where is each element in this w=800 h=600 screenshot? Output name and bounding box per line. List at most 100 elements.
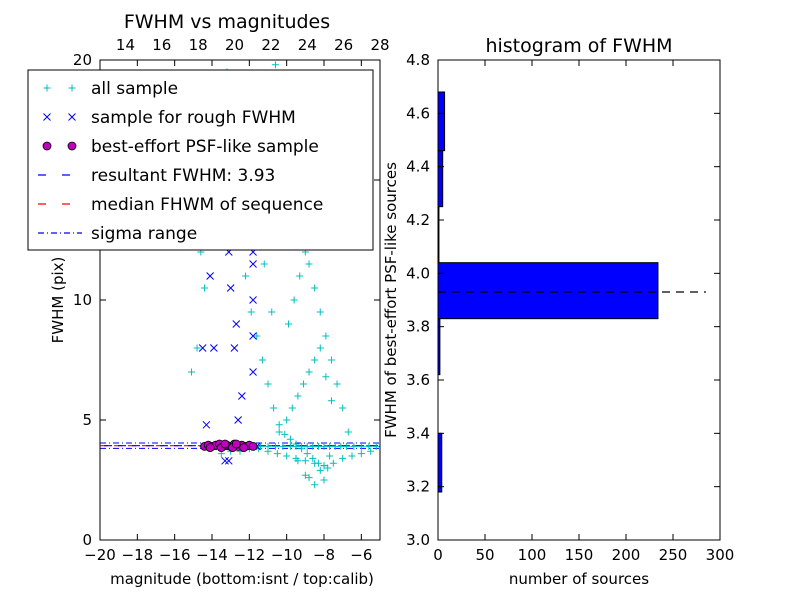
rough-fwhm-sample-point (232, 320, 241, 328)
all-sample-point (273, 450, 281, 458)
all-sample-point (288, 404, 296, 412)
histogram-xtick-label: 100 (518, 546, 547, 564)
all-sample-point (292, 440, 300, 448)
psf-like-sample-point (231, 439, 241, 449)
all-sample-point (327, 397, 335, 405)
all-sample-point (283, 416, 291, 424)
all-sample-point (279, 442, 287, 450)
all-sample-point (305, 260, 313, 268)
histogram-bar (437, 150, 444, 208)
all-sample-point (324, 464, 332, 472)
histogram-ytick-label: 3.6 (406, 371, 430, 389)
rough-fwhm-sample-point (249, 368, 257, 376)
legend-entry: sample for rough FWHM (43, 108, 296, 128)
histogram-panel: 0 50 100 150 200 250 300 3.0 3.2 3.4 3.6 3.8 4.0 4.2 4… (382, 35, 734, 588)
histogram-ytick-label: 4.6 (406, 104, 430, 122)
all-sample-point (275, 428, 283, 436)
histogram-xtick-label: 300 (706, 546, 735, 564)
scatter-top-tick-label: 18 (189, 36, 208, 54)
scatter-ytick-label: 20 (73, 51, 92, 69)
all-sample-point (311, 459, 319, 467)
scatter-top-tick-label: 22 (261, 36, 280, 54)
histogram-ytick-label: 3.4 (406, 424, 430, 442)
scatter-xtick-label: −6 (350, 546, 372, 564)
scatter-xtick-label: −12 (234, 546, 266, 564)
scatter-ytick-label: 10 (73, 291, 92, 309)
legend-dot-marker (42, 141, 52, 151)
scatter-xtick-label: −16 (159, 546, 191, 564)
all-sample-point (242, 272, 250, 280)
scatter-top-tick-label: 20 (225, 36, 244, 54)
rough-fwhm-sample-point (238, 392, 246, 400)
all-sample-point (309, 454, 317, 462)
all-sample-point (264, 380, 272, 388)
scatter-ytick-label: 5 (82, 411, 92, 429)
all-sample-point (260, 260, 268, 268)
rough-fwhm-sample-point (230, 344, 239, 352)
rough-fwhm-sample-point (206, 272, 214, 280)
psf-like-sample-point (205, 443, 215, 453)
legend-cross-marker (43, 113, 51, 121)
histogram-plot-area (437, 91, 706, 493)
legend-plus-marker (43, 84, 51, 92)
rough-fwhm-sample-point (202, 420, 211, 429)
all-sample-point (316, 344, 324, 352)
scatter-top-tick-label: 16 (152, 36, 171, 54)
all-sample-point (294, 457, 302, 465)
all-sample-point (301, 457, 309, 465)
psf-like-sample-point (248, 441, 258, 451)
all-sample-point (294, 392, 302, 400)
histogram-xtick-label: 0 (433, 546, 443, 564)
all-sample-point (320, 462, 328, 470)
legend-cross-marker (68, 113, 76, 121)
legend-entry: median FHWM of sequence (38, 195, 323, 215)
all-sample-point (327, 356, 335, 364)
scatter-ytick-label: 0 (82, 531, 92, 549)
all-sample-point (342, 442, 350, 450)
all-sample-point (311, 481, 319, 489)
histogram-ylabel: FWHM of best-effort PSF-like sources (382, 162, 400, 438)
scatter-xtick-label: −8 (313, 546, 335, 564)
scatter-legend: all sample sample for rough FWHM best-effo… (27, 69, 374, 251)
all-sample-point (311, 284, 319, 292)
rough-fwhm-sample-point (221, 456, 229, 465)
histogram-xtick-label: 50 (475, 546, 494, 564)
all-sample-point (201, 284, 209, 292)
all-sample-point (326, 452, 334, 460)
legend-entry: sigma range (38, 224, 197, 244)
rough-fwhm-sample-point (198, 344, 207, 352)
all-sample-point (271, 442, 279, 450)
legend-frame (27, 69, 374, 251)
all-sample-point (270, 404, 278, 412)
scatter-xtick-label: −18 (122, 546, 154, 564)
all-sample-point (247, 308, 255, 316)
rough-fwhm-sample-point (249, 332, 257, 340)
all-sample-point (271, 61, 279, 69)
legend-label: all sample (91, 79, 178, 99)
legend-entry: best-effort PSF-like sample (42, 137, 319, 157)
histogram-bar (437, 432, 443, 493)
legend-label: sigma range (91, 224, 197, 244)
all-sample-point (187, 368, 195, 376)
all-sample-point (316, 308, 324, 316)
legend-dot-marker (67, 141, 77, 151)
psf-like-sample-point (220, 439, 230, 449)
legend-label: median FHWM of sequence (91, 195, 323, 215)
all-sample-point (275, 421, 283, 429)
all-sample-point (303, 450, 311, 458)
scatter-xtick-label: −20 (84, 546, 116, 564)
all-sample-point (322, 373, 330, 381)
histogram-xtick-label: 200 (612, 546, 641, 564)
all-sample-point (264, 447, 272, 455)
histogram-xtick-label: 150 (565, 546, 594, 564)
all-sample-point (305, 368, 313, 376)
legend-entry: all sample (43, 79, 178, 99)
all-sample-point (333, 380, 341, 388)
rough-fwhm-sample-point (226, 284, 235, 292)
all-sample-point (339, 404, 347, 412)
all-sample-point (290, 296, 298, 304)
all-sample-point (367, 447, 375, 455)
legend-entry: resultant FWHM: 3.93 (38, 166, 275, 186)
scatter-ticks: −20−18−16−14−12−10−8−6051015201416182022… (73, 36, 390, 564)
